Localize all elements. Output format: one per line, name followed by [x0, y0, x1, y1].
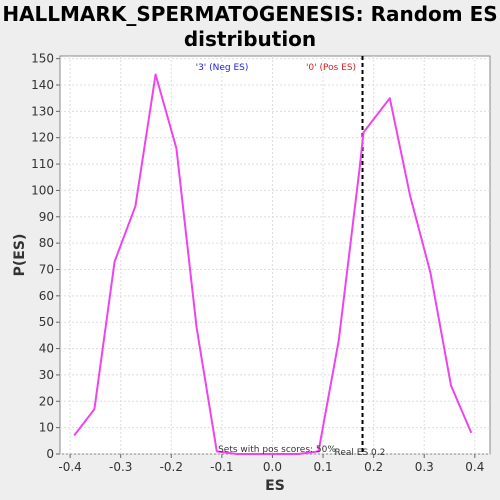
- pos-es-label: '0' (Pos ES): [306, 63, 356, 73]
- y-tick-label: 120: [31, 131, 54, 145]
- axis-ticks: [56, 58, 476, 458]
- y-tick-label: 0: [46, 447, 54, 461]
- y-tick-label: 150: [31, 52, 54, 66]
- x-tick-label: 0.0: [263, 460, 282, 474]
- x-tick-label: 0.4: [465, 460, 484, 474]
- y-tick-label: 130: [31, 104, 54, 118]
- x-tick-label: -0.1: [210, 460, 233, 474]
- x-tick-label: -0.2: [160, 460, 183, 474]
- neg-es-label: '3' (Neg ES): [196, 63, 249, 73]
- x-tick-label: -0.4: [58, 460, 81, 474]
- y-tick-label: 90: [39, 210, 54, 224]
- plot-area: [59, 55, 491, 455]
- y-tick-label: 40: [39, 342, 54, 356]
- x-tick-label: 0.2: [364, 460, 383, 474]
- y-axis-label: P(ES): [12, 234, 28, 277]
- y-tick-label: 60: [39, 289, 54, 303]
- x-tick-labels: -0.4 -0.3 -0.2 -0.1 0.0 0.1 0.2 0.3 0.4: [58, 460, 484, 474]
- y-tick-label: 20: [39, 394, 54, 408]
- y-tick-label: 80: [39, 236, 54, 250]
- y-tick-label: 30: [39, 368, 54, 382]
- x-tick-label: -0.3: [109, 460, 132, 474]
- chart-title-line1: HALLMARK_SPERMATOGENESIS: Random ES: [2, 2, 497, 26]
- real-es-annotation: Real ES 0.2: [335, 448, 386, 458]
- y-tick-label: 110: [31, 157, 54, 171]
- y-tick-label: 50: [39, 315, 54, 329]
- x-axis-label: ES: [265, 478, 285, 494]
- chart-title-line2: distribution: [184, 27, 316, 51]
- series-group: [73, 73, 473, 455]
- series-line-0: [73, 73, 473, 455]
- y-tick-label: 70: [39, 262, 54, 276]
- y-tick-label: 100: [31, 183, 54, 197]
- y-tick-label: 140: [31, 78, 54, 92]
- pos-scores-annotation: Sets with pos scores: 50%: [218, 445, 336, 455]
- x-tick-label: 0.3: [415, 460, 434, 474]
- y-tick-labels: 0 10 20 30 40 50 60 70 80 90 100 110 120 130 140 150: [31, 52, 54, 461]
- y-tick-label: 10: [39, 421, 54, 435]
- x-tick-label: 0.1: [314, 460, 333, 474]
